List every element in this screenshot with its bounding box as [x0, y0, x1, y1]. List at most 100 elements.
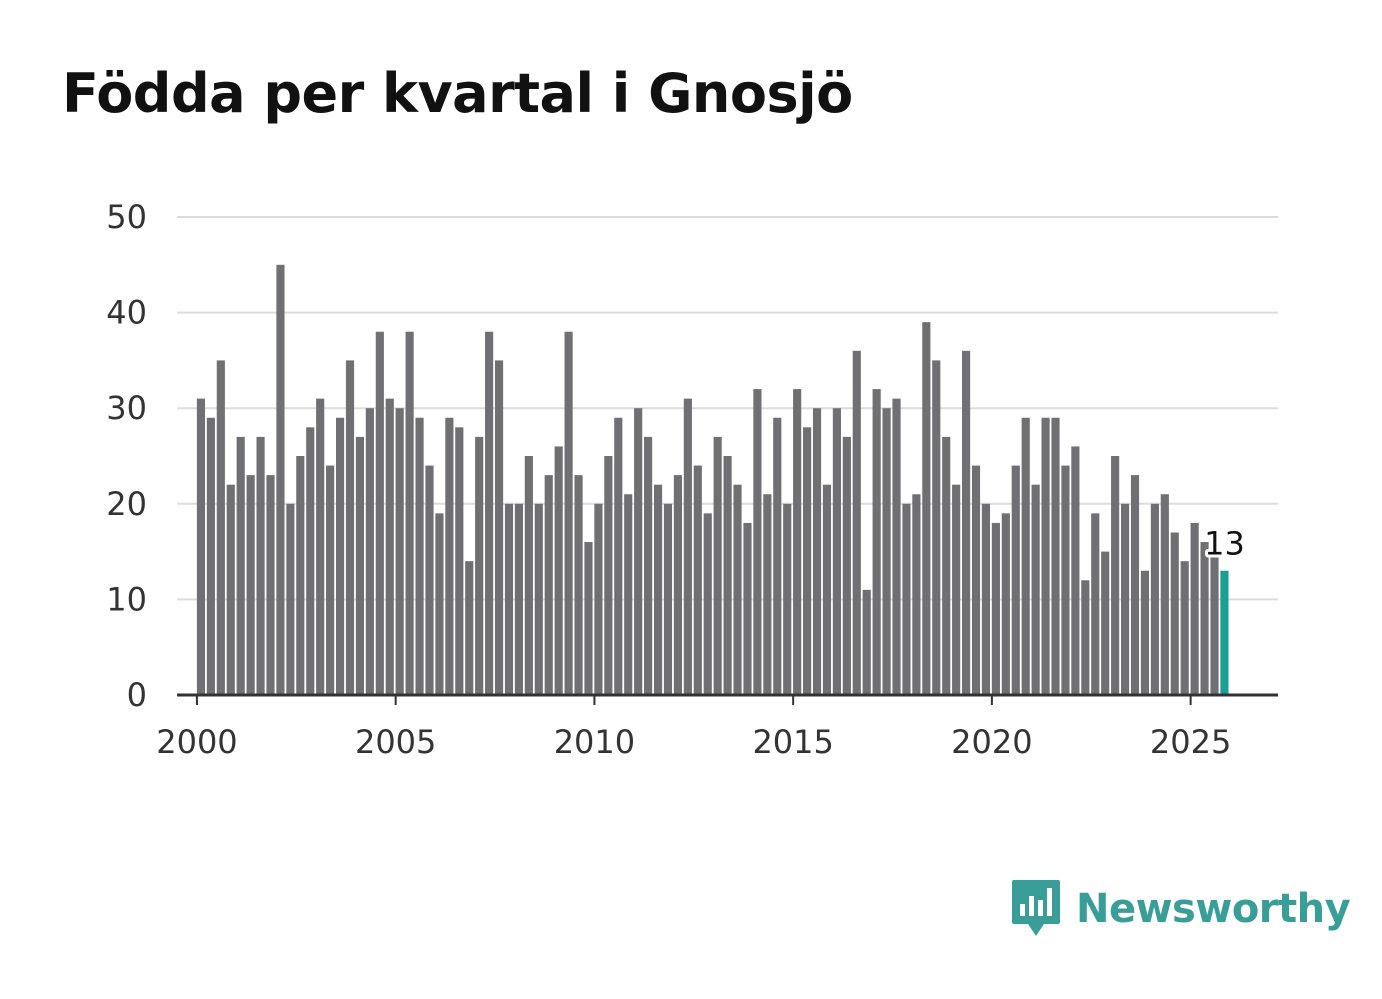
bar	[832, 408, 841, 695]
bar	[425, 465, 434, 695]
bar	[912, 494, 921, 695]
x-tick-label: 2025	[1150, 723, 1231, 761]
bar	[1170, 532, 1179, 695]
bar	[1001, 513, 1010, 695]
bar	[803, 427, 812, 695]
bar	[1031, 484, 1040, 695]
x-tick-label: 2015	[752, 723, 833, 761]
bar	[534, 503, 543, 695]
bar	[614, 417, 623, 695]
bar	[306, 427, 315, 695]
bar	[703, 513, 712, 695]
bar	[763, 494, 772, 695]
bar	[375, 331, 384, 695]
bar	[922, 322, 931, 695]
bar	[1051, 417, 1060, 695]
x-tick-label: 2020	[951, 723, 1032, 761]
bar	[793, 389, 802, 695]
bar	[326, 465, 335, 695]
bar	[564, 331, 573, 695]
newsworthy-logo-icon	[1012, 880, 1060, 936]
bar	[276, 264, 285, 695]
bar	[1081, 580, 1090, 695]
y-tick-label: 20	[106, 485, 147, 523]
last-value-label-halo: 13	[1204, 525, 1245, 563]
bar-highlight	[1220, 570, 1229, 695]
bar	[971, 465, 981, 695]
y-tick-label: 40	[106, 294, 147, 332]
bar	[485, 331, 494, 695]
bar	[415, 417, 424, 695]
bar	[524, 456, 533, 695]
bar	[256, 436, 265, 695]
bar	[962, 350, 971, 695]
bar	[1091, 513, 1100, 695]
bar	[842, 436, 851, 695]
bar	[335, 417, 345, 695]
bar	[494, 360, 504, 695]
bar	[1061, 465, 1070, 695]
bar	[783, 503, 792, 695]
x-tick-label: 2005	[355, 723, 436, 761]
chart-title: Födda per kvartal i Gnosjö	[62, 62, 853, 125]
bar	[753, 389, 762, 695]
newsworthy-brand: Newsworthy	[1010, 878, 1351, 940]
bar	[644, 436, 653, 695]
bar	[942, 436, 951, 695]
bar	[584, 542, 593, 695]
bar	[246, 475, 255, 695]
bar	[812, 408, 822, 695]
bar	[385, 398, 394, 695]
bar	[1111, 456, 1120, 695]
y-tick-label: 0	[127, 676, 147, 714]
bar	[862, 589, 871, 695]
bar	[544, 475, 553, 695]
bar	[604, 456, 613, 695]
bar	[355, 436, 365, 695]
bar	[266, 475, 275, 695]
bar	[1200, 542, 1209, 695]
bar	[594, 503, 603, 695]
bar	[1021, 417, 1030, 695]
bar	[673, 475, 682, 695]
bar	[1160, 494, 1169, 695]
bar	[455, 427, 464, 695]
y-tick-label: 10	[106, 580, 147, 618]
bar	[733, 484, 742, 695]
bar	[852, 350, 861, 695]
bar	[465, 561, 474, 695]
bar	[1130, 475, 1140, 695]
bar	[206, 417, 215, 695]
bar	[872, 389, 881, 695]
bar	[683, 398, 692, 695]
bar	[514, 503, 524, 695]
bar	[216, 360, 225, 695]
bar	[634, 408, 643, 695]
x-tick-label: 2000	[156, 723, 237, 761]
bar	[932, 360, 941, 695]
bar	[713, 436, 722, 695]
brand-name: Newsworthy	[1076, 886, 1351, 932]
bar	[435, 513, 444, 695]
bar	[236, 436, 245, 695]
bar	[286, 503, 295, 695]
bar	[822, 484, 832, 695]
y-tick-label: 50	[106, 198, 147, 236]
bar	[1140, 570, 1150, 695]
bar	[395, 408, 404, 695]
bar	[574, 475, 583, 695]
bar	[1120, 503, 1130, 695]
bar	[226, 484, 235, 695]
bar	[892, 398, 901, 695]
bar	[1101, 551, 1110, 695]
bar	[882, 408, 891, 695]
bar	[1210, 551, 1219, 695]
bar	[991, 522, 1000, 695]
bar	[743, 522, 752, 695]
bar	[723, 456, 732, 695]
bar	[296, 456, 305, 695]
bar	[475, 436, 484, 695]
bar	[952, 484, 961, 695]
